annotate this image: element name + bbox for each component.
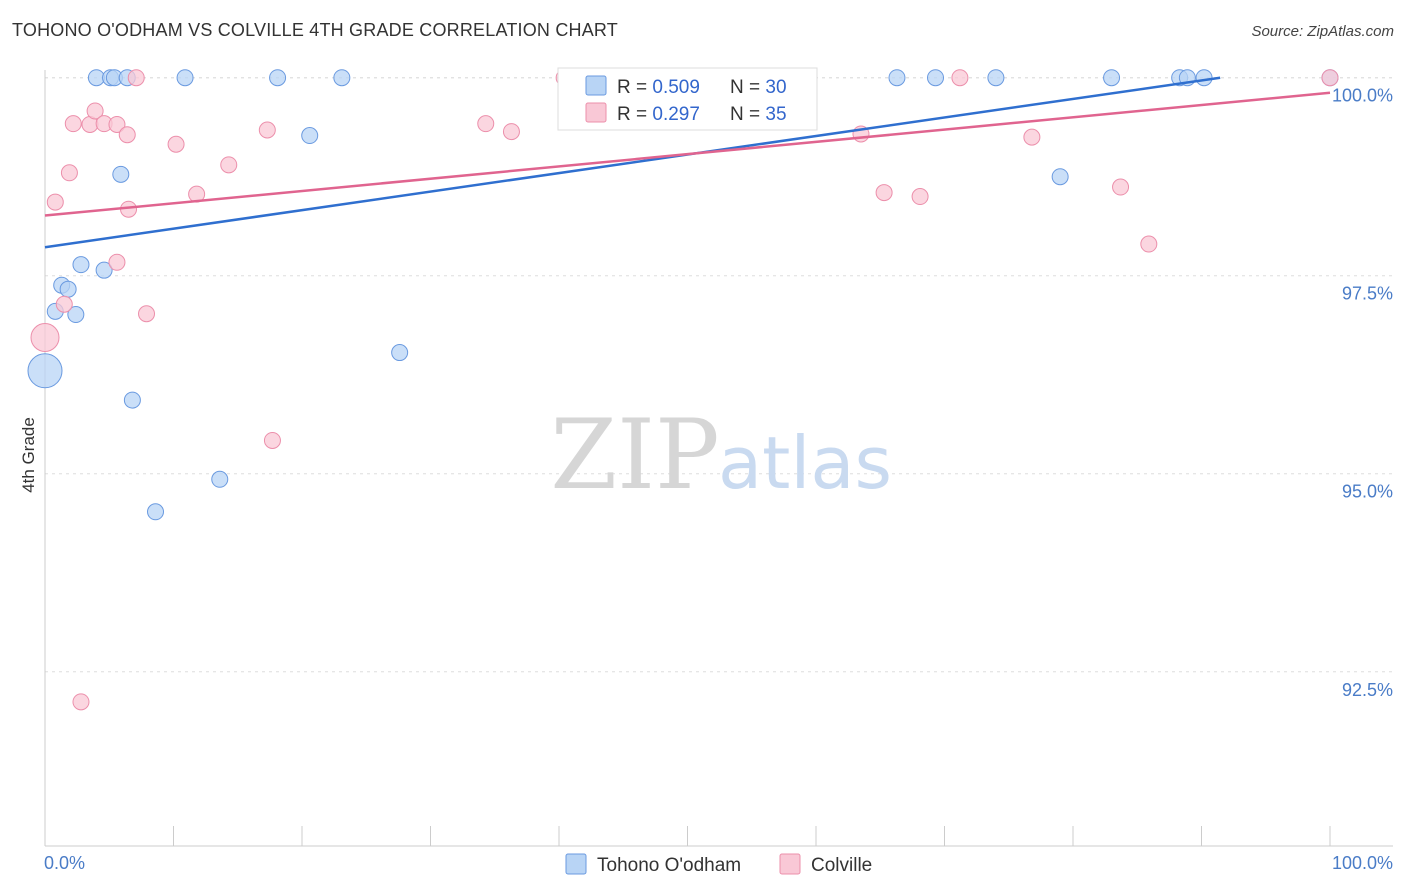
y-tick-label: 92.5% bbox=[1342, 680, 1393, 700]
tohono-point bbox=[59, 280, 77, 298]
tohono-point bbox=[67, 306, 85, 324]
colville-point bbox=[263, 431, 281, 449]
y-tick-label: 97.5% bbox=[1342, 284, 1393, 304]
stats-n-label: N = bbox=[730, 77, 765, 98]
colville-point bbox=[138, 305, 156, 323]
y-tick-label: 100.0% bbox=[1332, 86, 1393, 106]
tohono-point bbox=[1103, 69, 1121, 87]
stats-r-label: R = bbox=[617, 77, 652, 98]
colville-point bbox=[911, 188, 929, 206]
stats-r-value: 0.297 bbox=[652, 104, 700, 125]
stats-n-value: 35 bbox=[765, 104, 786, 125]
stats-row-2-n: N = 35 bbox=[730, 104, 787, 125]
colville-point bbox=[64, 115, 82, 133]
tohono-point bbox=[123, 391, 141, 409]
colville-point bbox=[46, 193, 64, 211]
tohono-point bbox=[211, 470, 229, 488]
x-ticks bbox=[44, 826, 1331, 846]
colville-point bbox=[108, 253, 126, 271]
colville-point bbox=[1112, 178, 1130, 196]
colville-point bbox=[951, 69, 969, 87]
trend-lines bbox=[44, 76, 1331, 249]
tohono-point bbox=[147, 503, 165, 521]
tohono-point bbox=[301, 127, 319, 145]
colville-point bbox=[220, 156, 238, 174]
colville-point bbox=[55, 295, 73, 313]
stats-row-1-n: N = 30 bbox=[730, 77, 787, 98]
tohono-point bbox=[1195, 69, 1213, 87]
colville-point bbox=[258, 121, 276, 139]
colville-point bbox=[502, 123, 520, 141]
tohono-point bbox=[888, 69, 906, 87]
stats-row-1: R = 0.509 bbox=[617, 77, 700, 98]
series-legend: Tohono O'odham Colville bbox=[565, 853, 872, 876]
stats-legend: R = 0.509 N = 30 R = 0.297 N = 35 bbox=[557, 67, 818, 131]
tohono-point bbox=[27, 353, 63, 389]
legend-label-colville: Colville bbox=[811, 855, 872, 876]
tohono-point bbox=[333, 69, 351, 87]
colville-point bbox=[167, 135, 185, 153]
x-tick-label-min: 0.0% bbox=[44, 853, 85, 873]
colville-point bbox=[30, 323, 60, 353]
tohono-point bbox=[927, 69, 945, 87]
stats-swatch-blue bbox=[585, 75, 607, 96]
axes bbox=[44, 70, 1393, 847]
tohono-point bbox=[112, 165, 130, 183]
colville-point bbox=[127, 69, 145, 87]
colville-point bbox=[60, 164, 78, 182]
tohono-point bbox=[95, 261, 113, 279]
watermark-zip: ZIP bbox=[550, 399, 719, 511]
y-tick-label: 95.0% bbox=[1342, 482, 1393, 502]
legend-label-tohono: Tohono O'odham bbox=[597, 855, 741, 876]
colville-point bbox=[108, 115, 126, 133]
stats-row-2: R = 0.297 bbox=[617, 104, 700, 125]
colville-point bbox=[875, 184, 893, 202]
legend-swatch-tohono bbox=[565, 853, 587, 875]
watermark: ZIP atlas bbox=[550, 399, 892, 511]
colville-point bbox=[1140, 235, 1158, 253]
y-axis-title: 4th Grade bbox=[19, 417, 38, 493]
grid-lines bbox=[45, 77, 1393, 673]
legend-swatch-colville bbox=[779, 853, 801, 875]
tohono-point bbox=[176, 69, 194, 87]
colville-point bbox=[72, 693, 90, 711]
colville-point bbox=[477, 115, 495, 133]
stats-r-label: R = bbox=[617, 104, 652, 125]
tohono-trend-line bbox=[44, 76, 1221, 249]
colville-point bbox=[118, 126, 136, 144]
source-credit: Source: ZipAtlas.com bbox=[1251, 23, 1394, 40]
tohono-point bbox=[87, 69, 105, 87]
stats-n-value: 30 bbox=[765, 77, 786, 98]
tohono-point bbox=[72, 256, 90, 274]
tohono-point bbox=[269, 69, 287, 87]
watermark-atlas: atlas bbox=[718, 421, 892, 505]
stats-swatch-pink bbox=[585, 102, 607, 123]
tohono-point bbox=[987, 69, 1005, 87]
y-tick-labels: 92.5% 95.0% 97.5% 100.0% bbox=[1332, 86, 1393, 700]
chart-title: TOHONO O'ODHAM VS COLVILLE 4TH GRADE COR… bbox=[12, 20, 619, 40]
x-tick-label-max: 100.0% bbox=[1332, 853, 1393, 873]
data-points bbox=[27, 69, 1339, 711]
stats-r-value: 0.509 bbox=[652, 77, 700, 98]
colville-point bbox=[86, 102, 104, 120]
tohono-point bbox=[391, 344, 409, 362]
colville-point bbox=[1321, 69, 1339, 87]
colville-trend-line bbox=[44, 91, 1331, 217]
tohono-point bbox=[1051, 168, 1069, 186]
colville-point bbox=[1023, 128, 1041, 146]
stats-n-label: N = bbox=[730, 104, 765, 125]
